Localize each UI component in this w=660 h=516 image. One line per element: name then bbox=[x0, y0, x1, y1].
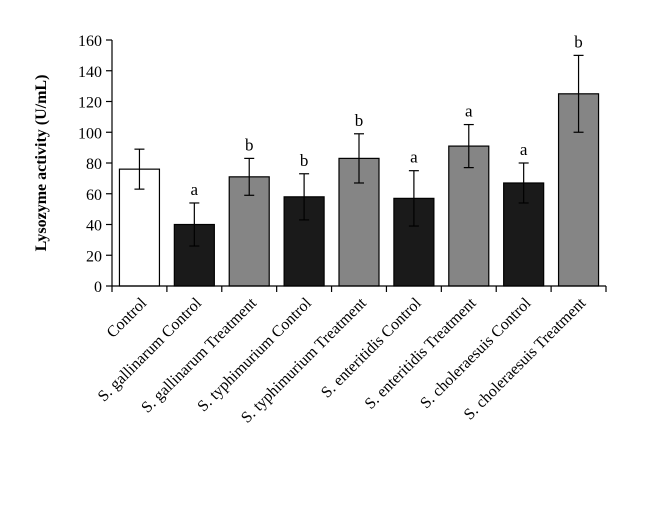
y-axis: 0 20 40 60 80 100 120 140 160 bbox=[78, 33, 113, 296]
significance-label: b bbox=[300, 151, 309, 170]
y-tick-label: 80 bbox=[86, 156, 102, 173]
x-tick-label: S. choleraesuis Control bbox=[417, 294, 535, 412]
y-tick-label: 0 bbox=[94, 279, 102, 296]
y-tick-label: 140 bbox=[78, 64, 102, 81]
significance-label: a bbox=[410, 148, 418, 167]
y-axis-label: Lysozyme activity (U/mL) bbox=[33, 75, 50, 252]
x-tick-label: S. enteritidis Control bbox=[318, 294, 425, 401]
y-tick-label: 160 bbox=[78, 33, 102, 50]
x-tick-label: Control bbox=[104, 294, 151, 341]
bars: a b b b a a a b bbox=[118, 32, 600, 287]
x-tick-label: S. gallinarum Control bbox=[95, 294, 206, 405]
significance-label: b bbox=[574, 32, 583, 51]
y-tick-label: 40 bbox=[86, 218, 102, 235]
significance-label: b bbox=[355, 111, 364, 130]
x-tick-label: S. enteritidis Treatment bbox=[362, 294, 480, 412]
y-tick-label: 20 bbox=[86, 248, 102, 265]
significance-label: b bbox=[245, 135, 254, 154]
y-tick-label: 60 bbox=[86, 187, 102, 204]
bar bbox=[448, 145, 490, 287]
significance-label: a bbox=[520, 140, 528, 159]
y-tick-label: 100 bbox=[78, 125, 102, 142]
y-tick-label: 120 bbox=[78, 95, 102, 112]
significance-label: a bbox=[191, 180, 199, 199]
significance-label: a bbox=[465, 102, 473, 121]
